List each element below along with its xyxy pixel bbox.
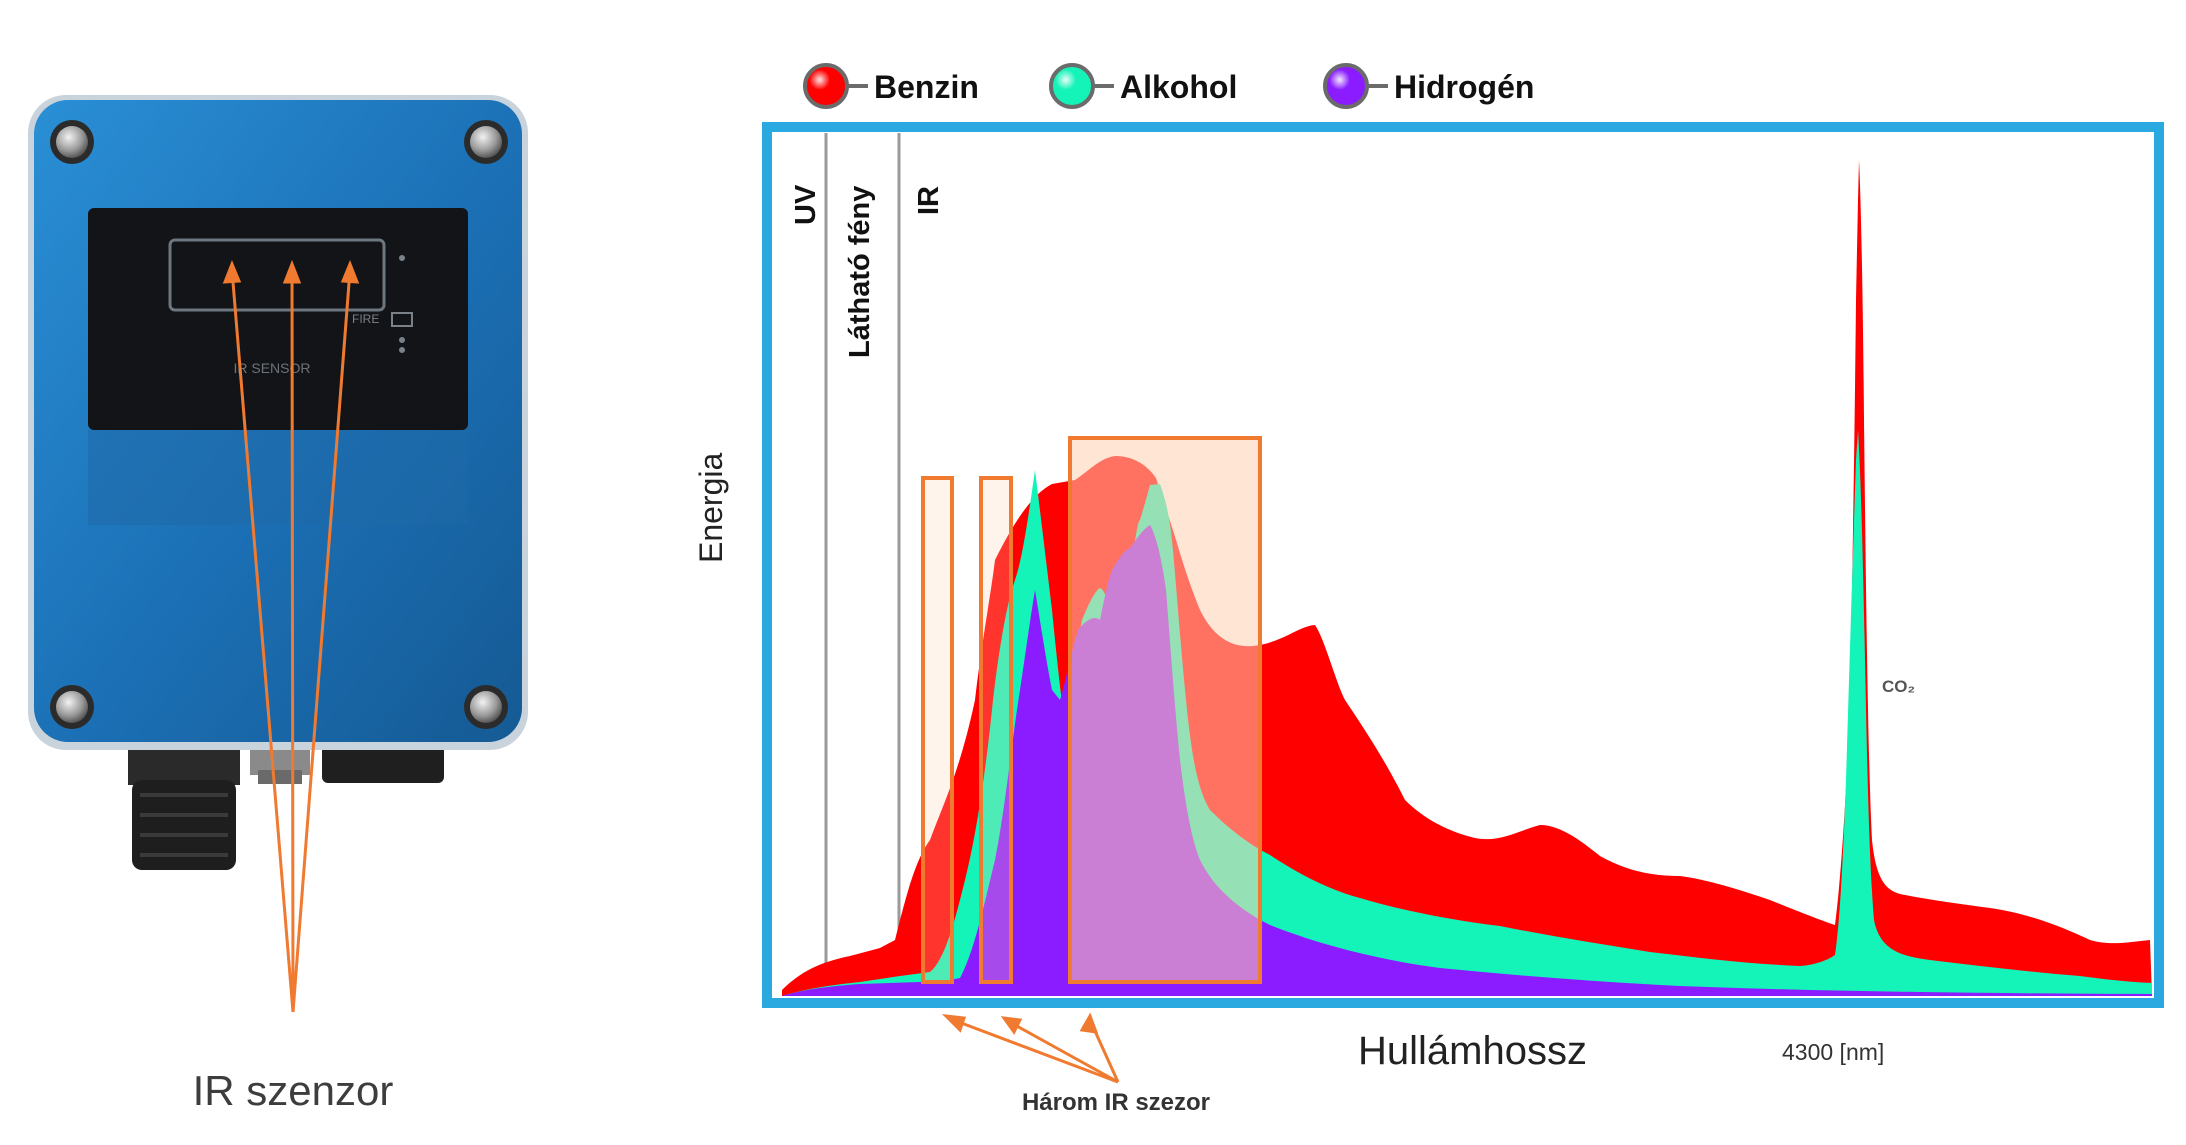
cable-gland-middle	[250, 745, 310, 784]
legend-label: Hidrogén	[1394, 69, 1534, 105]
co2-annotation: CO₂	[1882, 677, 1915, 696]
screw-icon	[50, 120, 94, 164]
legend-item-hidrogen: Hidrogén	[1323, 63, 1534, 109]
region-label-uv: UV	[790, 184, 822, 225]
sensor-window-text: IR SENSOR	[233, 360, 310, 376]
legend-item-alkohol: Alkohol	[1049, 63, 1237, 109]
ir-sensor-band-1	[921, 476, 954, 984]
sensor-fire-text: FIRE	[352, 312, 379, 326]
cable-gland-right	[322, 745, 444, 783]
three-sensors-annotation: Három IR szezor	[1022, 1089, 1210, 1116]
legend: Benzin Alkohol Hidrogén	[803, 63, 1534, 109]
sensor-arrows	[941, 1012, 1120, 1084]
sensor-window	[88, 208, 468, 430]
ir-sensor-band-3	[1068, 436, 1262, 984]
ir-sensor-device: IR SENSOR FIRE	[28, 95, 528, 1114]
sensor-caption: IR szenzor	[193, 1067, 394, 1114]
region-label-visible: Látható fény	[844, 186, 876, 358]
sensor-beam-lines	[222, 259, 360, 1013]
region-label-ir: IR	[913, 186, 945, 215]
ir-sensor-band-2	[979, 476, 1013, 984]
cable-gland-left	[128, 745, 240, 870]
screw-icon	[464, 120, 508, 164]
x-axis-label: Hullámhossz	[1358, 1029, 1587, 1073]
chart-frame	[762, 122, 2164, 1008]
screw-icon	[50, 685, 94, 729]
legend-label: Benzin	[874, 69, 979, 105]
x-tick-label-4300: 4300 [nm]	[1782, 1039, 1884, 1065]
legend-item-benzin: Benzin	[803, 63, 979, 109]
spectrum-chart: UV Látható fény IR CO₂ Energia Hullámhos…	[693, 122, 2164, 1116]
legend-label: Alkohol	[1120, 69, 1237, 105]
screw-icon	[464, 685, 508, 729]
y-axis-label: Energia	[693, 453, 729, 564]
